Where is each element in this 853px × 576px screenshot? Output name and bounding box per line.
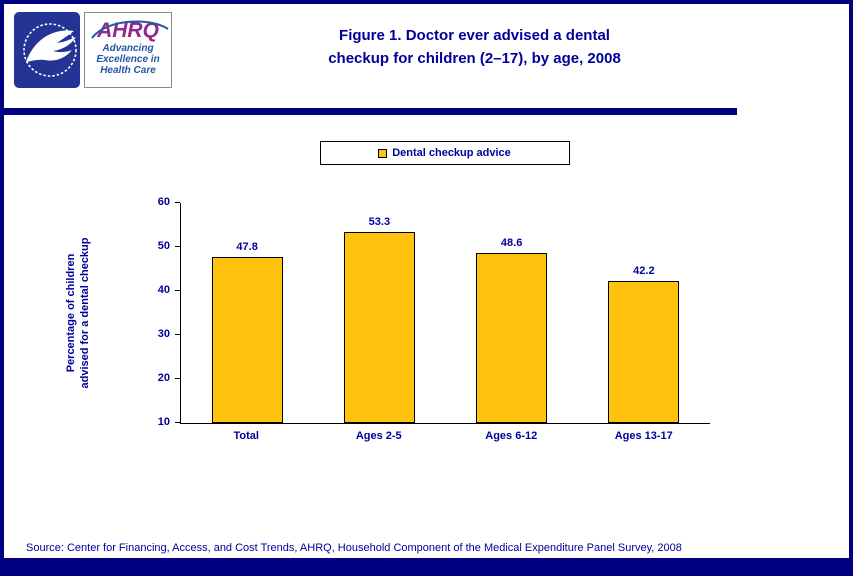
source-text: Source: Center for Financing, Access, an… <box>26 542 682 554</box>
y-tick-label: 40 <box>157 284 170 296</box>
ahrq-tagline-line1: Advancing <box>102 43 154 54</box>
bar-ages-13-17: 42.2 <box>608 265 680 423</box>
y-axis-title-block: Percentage of children advised for a den… <box>56 203 100 423</box>
hhs-logo <box>14 12 80 88</box>
bar-slot: 48.6 <box>446 203 578 423</box>
y-tick-mark <box>175 290 180 291</box>
bar-ages-6-12: 48.6 <box>476 237 548 423</box>
legend-swatch <box>378 148 388 158</box>
footer-bar <box>4 558 849 572</box>
bar-value-label: 48.6 <box>500 237 523 250</box>
y-axis-title-line2: advised for a dental checkup <box>79 237 91 389</box>
y-tick-label: 50 <box>157 240 170 252</box>
figure-title-line1: Figure 1. Doctor ever advised a dental <box>339 27 610 44</box>
y-tick-mark <box>175 202 180 203</box>
bar-slot: 42.2 <box>578 203 710 423</box>
bar-value-label: 53.3 <box>368 216 391 229</box>
legend-label: Dental checkup advice <box>392 147 511 159</box>
y-tick-mark <box>175 378 180 379</box>
ahrq-tagline-line3: Health Care <box>100 65 156 76</box>
y-tick-mark <box>175 246 180 247</box>
hhs-eagle-icon <box>14 12 80 88</box>
figure-title-line2: checkup for children (2–17), by age, 200… <box>328 50 621 67</box>
ahrq-swoosh-icon <box>91 20 169 39</box>
y-tick-label: 10 <box>157 416 170 428</box>
y-tick-mark <box>175 422 180 423</box>
category-label: Ages 2-5 <box>355 430 402 442</box>
y-tick-label: 20 <box>157 372 170 384</box>
legend: Dental checkup advice <box>319 141 570 165</box>
category-label: Ages 13-17 <box>614 430 673 442</box>
y-tick-mark <box>175 334 180 335</box>
y-axis-title-line1: Percentage of children <box>65 253 77 373</box>
category-labels: Total Ages 2-5 Ages 6-12 Ages 13-17 <box>180 430 710 442</box>
y-axis-ticks: 10 20 30 40 50 60 <box>100 196 180 428</box>
category-label: Ages 6-12 <box>485 430 538 442</box>
bars-row: 47.8 53.3 48.6 42.2 <box>181 203 710 423</box>
logo-group: AHRQ Advancing Excellence in Health Care <box>14 12 172 108</box>
header: AHRQ Advancing Excellence in Health Care… <box>4 4 849 108</box>
y-tick-label: 60 <box>157 196 170 208</box>
bar-ages-2-5: 53.3 <box>343 216 415 423</box>
bar-value-label: 42.2 <box>633 265 655 278</box>
category-label: Total <box>233 430 259 442</box>
ahrq-tagline-line2: Excellence in <box>96 54 160 65</box>
bar-slot: 47.8 <box>181 203 313 423</box>
y-tick-label: 30 <box>157 328 170 340</box>
y-axis-title: Percentage of children advised for a den… <box>64 238 92 389</box>
figure-title: Figure 1. Doctor ever advised a dental c… <box>172 12 777 108</box>
bar-total: 47.8 <box>211 241 283 423</box>
header-divider-rule <box>4 108 737 115</box>
plot-area: 47.8 53.3 48.6 42.2 <box>180 203 710 424</box>
legend-row: Dental checkup advice <box>4 141 849 165</box>
ahrq-tagline: Advancing Excellence in Health Care <box>85 43 171 76</box>
bar-slot: 53.3 <box>313 203 445 423</box>
ahrq-logo: AHRQ Advancing Excellence in Health Care <box>84 12 172 88</box>
bar-value-label: 47.8 <box>236 240 258 253</box>
chart: Percentage of children advised for a den… <box>56 196 849 428</box>
